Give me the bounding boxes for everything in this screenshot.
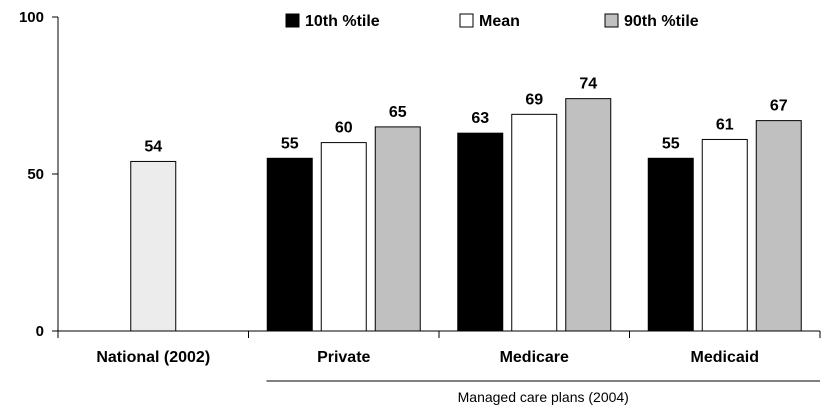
data-label: 65 xyxy=(389,104,407,121)
bar xyxy=(374,126,421,332)
data-label: 55 xyxy=(281,135,299,152)
y-tick-label: 50 xyxy=(27,166,44,183)
x-category-label: Private xyxy=(317,349,370,366)
chart-data-labels: 54 55 60 65 63 69 74 55 61 67 xyxy=(144,76,787,156)
bar xyxy=(130,160,177,332)
chart-axes: 0 50 100 National (2002) Private Medicare Medi… xyxy=(19,9,821,366)
data-label: 60 xyxy=(335,120,353,137)
legend-label: Mean xyxy=(479,13,520,30)
data-label: 69 xyxy=(525,91,543,108)
x-category-label: Medicare xyxy=(500,349,569,366)
data-label: 67 xyxy=(770,98,788,115)
bar xyxy=(755,120,802,332)
legend-swatch xyxy=(604,13,619,28)
data-label: 61 xyxy=(716,116,734,133)
data-label: 55 xyxy=(662,135,680,152)
bar xyxy=(701,138,748,332)
data-label: 63 xyxy=(471,110,489,127)
legend-swatch xyxy=(459,13,474,28)
group-label: Managed care plans (2004) xyxy=(458,389,629,405)
legend-swatch xyxy=(285,13,300,28)
data-label: 54 xyxy=(144,138,162,155)
bar xyxy=(457,132,504,332)
category-group: Managed care plans (2004) xyxy=(266,380,820,405)
bar xyxy=(565,98,612,332)
x-category-label: National (2002) xyxy=(96,349,210,366)
bar xyxy=(647,157,694,332)
bar xyxy=(320,142,367,332)
y-tick-label: 0 xyxy=(36,323,44,340)
y-tick-label: 100 xyxy=(19,9,44,26)
legend-label: 10th %tile xyxy=(305,13,380,30)
data-label: 74 xyxy=(579,76,597,93)
chart-legend: 10th %tile Mean 90th %tile xyxy=(285,13,699,30)
legend-label: 90th %tile xyxy=(624,13,699,30)
chart-bars xyxy=(130,98,802,332)
x-category-label: Medicaid xyxy=(691,349,759,366)
bar xyxy=(511,113,558,332)
bar xyxy=(266,157,313,332)
